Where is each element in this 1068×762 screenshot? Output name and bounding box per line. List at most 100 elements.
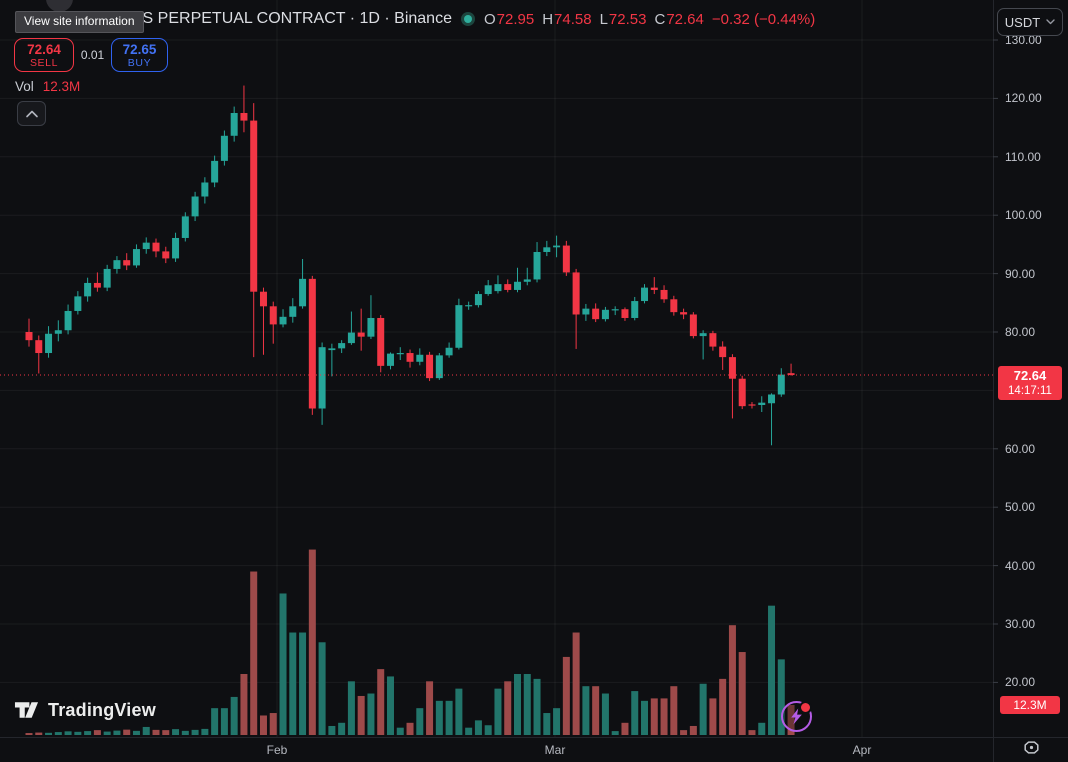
ohlc-values: O72.95 H74.58 L72.53 C72.64 −0.32 (−0.44…	[484, 11, 815, 28]
volume-bar	[660, 698, 668, 735]
volume-bar	[426, 681, 434, 735]
volume-bar	[25, 733, 33, 735]
volume-bar	[416, 708, 424, 735]
candle-body	[523, 279, 531, 282]
candle-body	[84, 282, 92, 297]
volume-bar	[132, 730, 140, 735]
candle-body	[445, 347, 453, 356]
candle-body	[484, 285, 492, 295]
candle-body	[240, 113, 248, 121]
market-status-icon	[460, 12, 475, 26]
volume-bar	[201, 728, 209, 735]
candle-body	[279, 316, 287, 325]
quick-trade-lightning-button[interactable]	[781, 701, 812, 732]
volume-bar	[650, 698, 658, 735]
change-value: −0.32 (−0.44%)	[711, 10, 816, 28]
candle-body	[201, 182, 209, 197]
candle-body	[123, 260, 131, 266]
price-tick-label: 20.00	[1005, 675, 1036, 690]
collapse-legend-button[interactable]	[17, 101, 46, 126]
volume-bar	[758, 722, 766, 735]
volume-bar	[211, 708, 219, 735]
candle-body	[719, 346, 727, 358]
candle-body	[592, 308, 600, 320]
candle-body	[650, 287, 658, 290]
open-value: 72.95	[496, 10, 535, 28]
candle-body	[132, 249, 140, 266]
low-label: L	[599, 10, 608, 28]
price-axis[interactable]: 130.00 120.00 110.00 100.00 90.00 80.00 60.00 5…	[994, 0, 1068, 737]
volume-bar	[631, 691, 639, 735]
volume-bar	[338, 722, 346, 735]
axis-settings-button[interactable]	[1021, 737, 1041, 757]
volume-bar	[641, 700, 649, 735]
time-tick-label: Apr	[852, 743, 872, 757]
volume-bar	[103, 731, 111, 735]
time-tick-label: Feb	[266, 743, 288, 757]
candle-body	[494, 284, 502, 292]
volume-bar	[35, 732, 43, 735]
candle-body	[553, 245, 561, 248]
candle-body	[113, 260, 121, 269]
volume-bar	[74, 731, 82, 735]
sell-button[interactable]: 72.64 SELL	[14, 38, 74, 72]
time-axis[interactable]: Feb Mar Apr	[0, 738, 1068, 762]
spread-value: 0.01	[80, 48, 105, 62]
candle-body	[777, 374, 785, 395]
volume-bar	[543, 713, 551, 735]
volume-bar	[113, 730, 121, 735]
low-value: 72.53	[608, 10, 647, 28]
volume-bar	[748, 730, 756, 735]
candle-body	[172, 237, 180, 259]
volume-bar	[709, 698, 717, 735]
candle-body	[738, 378, 746, 407]
tradingview-logo[interactable]: TradingView	[14, 698, 156, 722]
time-tick-label: Mar	[544, 743, 566, 757]
gear-icon	[1023, 740, 1039, 754]
symbol-title[interactable]: US PERPETUAL CONTRACT · 1D · Binance	[131, 10, 452, 27]
volume-bar	[592, 686, 600, 735]
candle-body	[728, 357, 736, 379]
volume-bar	[54, 732, 62, 735]
chevron-down-icon	[1046, 19, 1055, 25]
last-price-badge: 72.64 14:17:11	[998, 365, 1062, 400]
volume-badge: 12.3M	[1000, 695, 1060, 714]
volume-bar	[465, 727, 473, 735]
volume-bar	[181, 730, 189, 735]
volume-bar	[230, 696, 238, 735]
volume-bar	[347, 681, 355, 735]
volume-bar	[670, 686, 678, 735]
volume-bar	[269, 713, 277, 735]
volume-bar	[299, 632, 307, 735]
tradingview-logo-text: TradingView	[48, 699, 156, 720]
candle-body	[386, 353, 394, 366]
candle-body	[152, 242, 160, 252]
tradingview-logo-icon	[14, 702, 39, 718]
volume-bar	[357, 695, 365, 735]
candle-body	[768, 394, 776, 404]
candle-body	[220, 135, 228, 161]
currency-value: USDT	[1004, 14, 1041, 30]
volume-bar	[484, 725, 492, 735]
volume-bar	[699, 683, 707, 735]
candle-body	[474, 294, 482, 306]
volume-bar	[582, 686, 590, 735]
candle-body	[396, 353, 404, 355]
volume-bar	[572, 632, 580, 735]
volume-bar	[474, 720, 482, 735]
price-tick-label: 30.00	[1005, 617, 1036, 631]
candle-body	[601, 309, 609, 320]
volume-bar	[308, 549, 316, 735]
volume-bar	[64, 731, 72, 735]
candle-body	[641, 287, 649, 302]
volume-bar	[562, 656, 570, 735]
volume-bar	[455, 688, 463, 735]
price-tick-label: 90.00	[1005, 266, 1036, 281]
volume-bar	[289, 632, 297, 735]
buy-button[interactable]: 72.65 BUY	[111, 38, 168, 72]
currency-selector[interactable]: USDT	[997, 8, 1063, 36]
candle-body	[758, 402, 766, 405]
price-tick-label: 40.00	[1005, 558, 1036, 573]
volume-bar	[93, 730, 101, 735]
